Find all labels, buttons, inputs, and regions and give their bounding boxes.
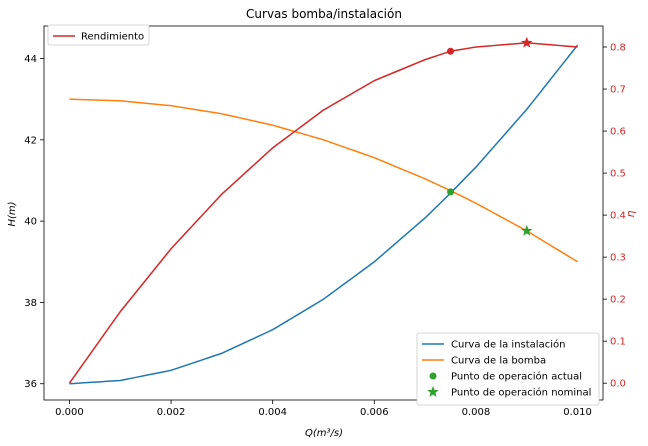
y2-tick-label: 0.4 [610, 211, 626, 222]
legend-label: Punto de operación actual [451, 371, 582, 383]
plot-frame [43, 25, 604, 401]
legend-marker [429, 372, 437, 380]
y-tick-label: 40 [24, 217, 37, 228]
legend-marker [427, 386, 439, 397]
series-line [68, 42, 578, 384]
y2-tick-label: 0.0 [610, 379, 626, 390]
chart-title: Curvas bomba/instalación [246, 7, 402, 21]
plot-area: 0.000 0.002 0.004 0.006 0.008 0.010 36 38 40 42 44… [24, 24, 626, 418]
y2-tick-label: 0.7 [610, 85, 626, 96]
legend-label: Curva de la bomba [451, 356, 546, 367]
star-marker [521, 224, 533, 236]
y2-tick-label: 0.1 [610, 337, 626, 348]
x-tick-label: 0.006 [360, 407, 389, 418]
x-axis-label: Q(m³/s) [305, 428, 343, 439]
x-tick-label: 0.000 [55, 407, 84, 418]
series-line [69, 44, 579, 385]
star-marker [521, 36, 533, 48]
x-tick-label: 0.004 [258, 407, 287, 418]
x-tick-label: 0.010 [563, 407, 592, 418]
legend-label: Rendimiento [81, 32, 144, 43]
y2-tick-label: 0.6 [610, 127, 626, 138]
y2-tick-label: 0.5 [610, 169, 626, 180]
y2-tick-label: 0.2 [610, 295, 626, 306]
y2-tick-label: 0.8 [610, 43, 626, 54]
y-tick-label: 44 [24, 54, 37, 65]
y-tick-label: 42 [24, 135, 37, 146]
legend-box [416, 332, 600, 406]
y-tick-label: 36 [24, 379, 37, 390]
point-marker [447, 188, 455, 196]
y2-tick-label: 0.3 [610, 253, 626, 264]
legend-label: Curva de la instalación [451, 339, 565, 351]
point-marker [447, 47, 455, 55]
x-tick-label: 0.002 [157, 407, 186, 418]
legend-box [47, 24, 150, 46]
legend-label: Punto de operación nominal [451, 387, 591, 399]
series-line [69, 98, 578, 263]
x-tick-label: 0.008 [462, 407, 491, 418]
y2-axis-label: η [624, 210, 637, 217]
y-axis-label: H(m) [7, 201, 18, 226]
y-tick-label: 38 [24, 298, 37, 309]
